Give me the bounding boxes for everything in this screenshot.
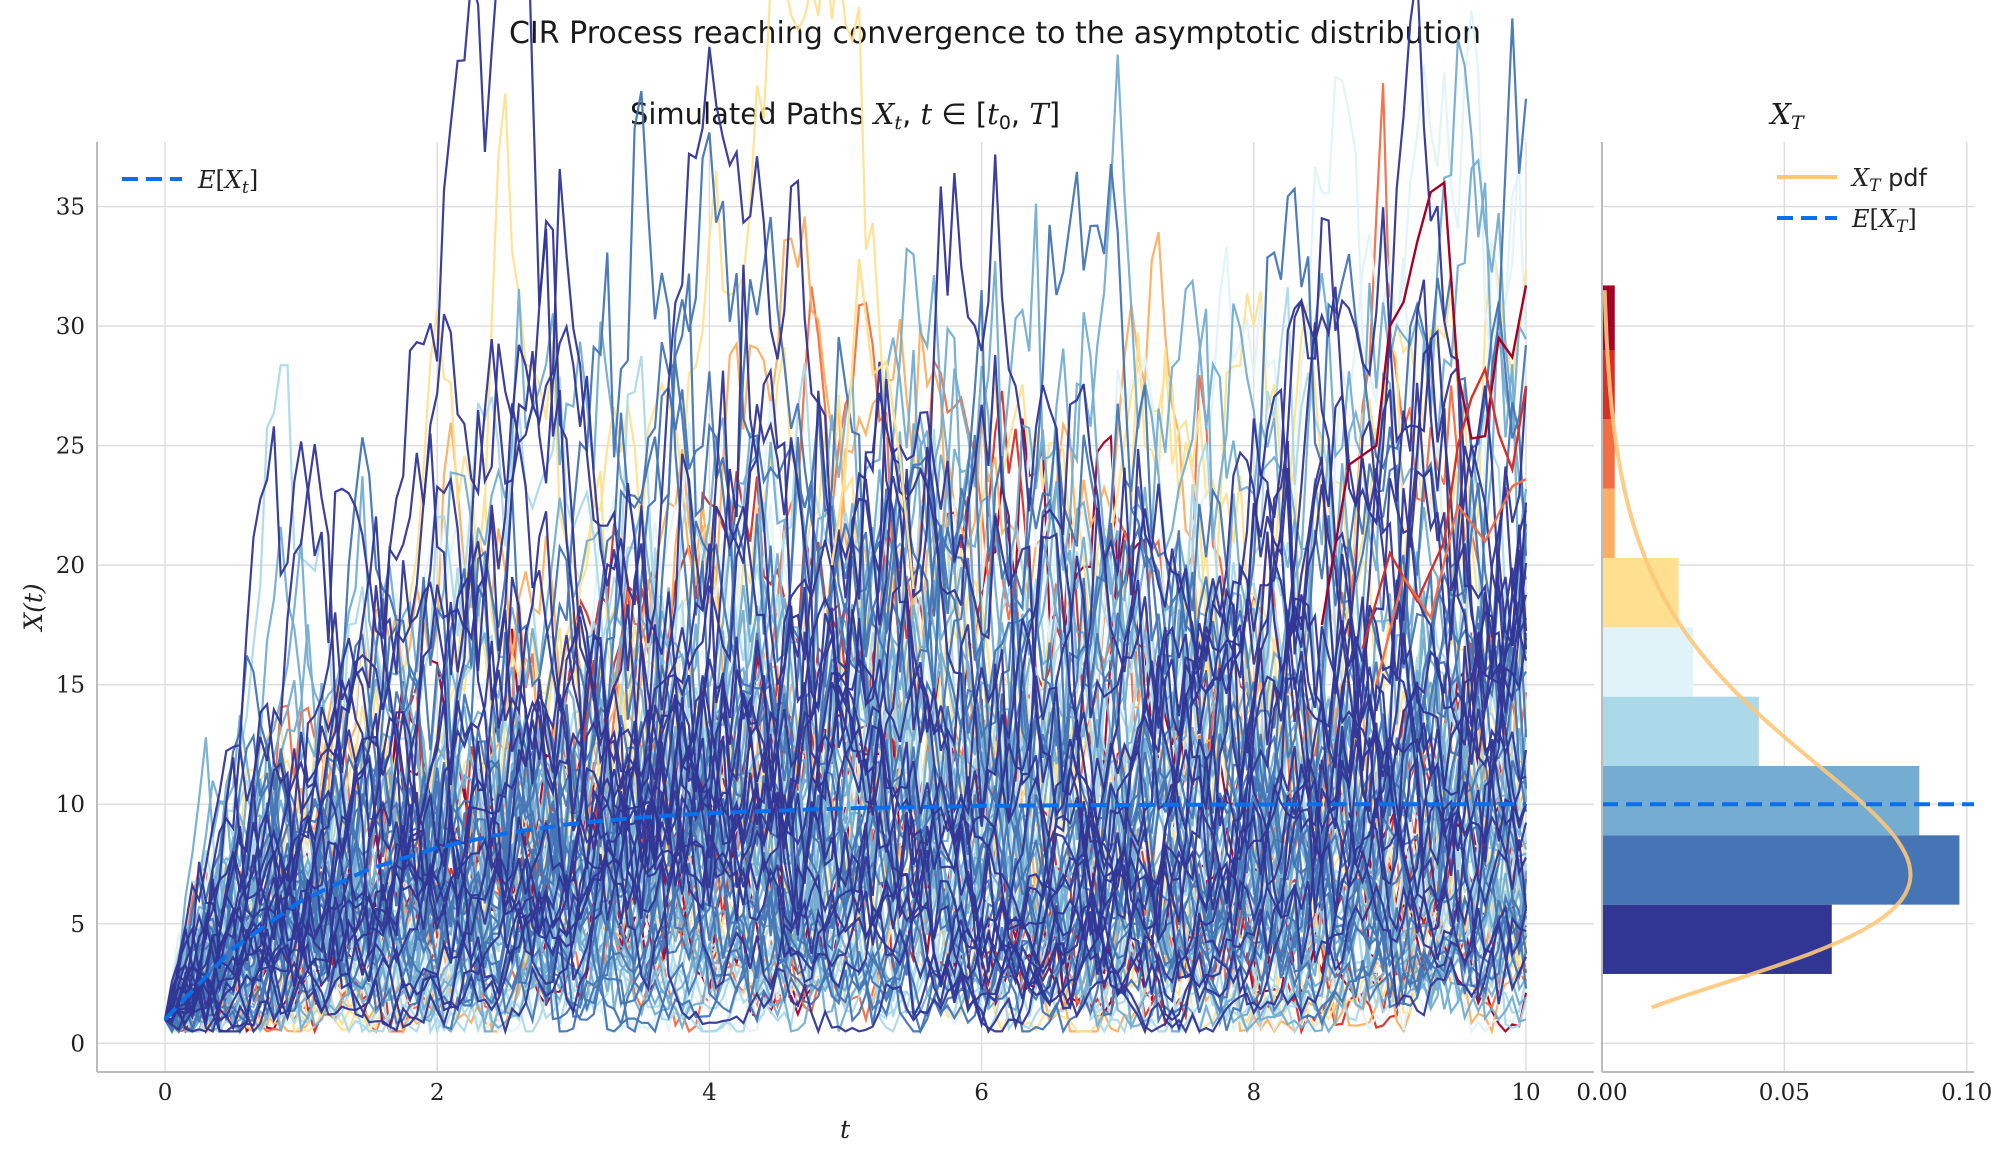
x-tick-label: 8 [1246, 1080, 1261, 1106]
y-tick-label: 20 [56, 553, 85, 579]
x-tick-label: 4 [702, 1080, 717, 1106]
paths-axes: Simulated Paths Xt, t ∈ [t0, T] 0 2 4 6 8 10 … [19, 0, 1594, 1144]
y-tick-label: 15 [56, 673, 85, 699]
x-tick-label: 6 [974, 1080, 989, 1106]
legend-terminal-mean-label: E[XT] [1851, 205, 1917, 237]
simulated-path [164, 571, 1528, 1034]
simulated-path [163, 264, 1528, 1031]
histogram-bar [1602, 488, 1615, 558]
simulated-path [164, 323, 1527, 1022]
histogram-bar [1602, 696, 1759, 766]
highlighted-path [1320, 180, 1528, 626]
simulated-path [164, 411, 1528, 1030]
highlighted-paths [830, 180, 1528, 685]
simulated-path [164, 534, 1528, 1021]
paths-axes-title: Simulated Paths Xt, t ∈ [t0, T] [630, 97, 1060, 134]
terminal-x-tick-label: 0.10 [1941, 1080, 1991, 1106]
highlighted-path [830, 258, 915, 590]
simulated-path [164, 322, 1528, 1033]
simulated-path [163, 382, 1528, 1020]
simulated-path [164, 426, 1527, 1021]
simulated-path [164, 637, 1528, 1034]
terminal-axes-title: XT [1768, 97, 1805, 134]
paths-x-label: t [840, 1115, 851, 1144]
terminal-axes: XT 0.00 0.05 0.10 XT pdf E[XT] [1576, 97, 1991, 1106]
legend-mean-label: E[Xt] [197, 166, 258, 198]
terminal-x-ticks: 0.00 0.05 0.10 [1576, 1080, 1991, 1106]
paths-x-ticks: 0 2 4 6 8 10 [158, 1080, 1541, 1106]
paths-legend: E[Xt] [122, 166, 258, 198]
y-tick-label: 25 [56, 434, 85, 460]
y-tick-label: 10 [56, 792, 85, 818]
terminal-histogram [1602, 285, 1960, 974]
simulated-path [164, 341, 1527, 1034]
y-tick-label: 0 [70, 1031, 85, 1057]
simulated-path [163, 371, 1528, 1020]
simulated-path [163, 207, 1528, 1034]
paths-y-ticks: 0 5 10 15 20 25 30 35 [56, 195, 85, 1058]
figure-suptitle: CIR Process reaching convergence to the … [509, 16, 1481, 51]
expected-value-line [163, 802, 1526, 1021]
y-tick-label: 35 [56, 195, 85, 221]
terminal-legend: XT pdf E[XT] [1777, 164, 1928, 237]
histogram-bar [1602, 627, 1694, 697]
paths-y-label: X(t) [19, 583, 48, 632]
histogram-bar [1602, 419, 1615, 489]
highlighted-path [1375, 478, 1527, 685]
simulated-path [164, 511, 1528, 1035]
terminal-pdf-curve [1602, 290, 1913, 1010]
terminal-x-tick-label: 0.00 [1576, 1080, 1627, 1106]
x-tick-label: 10 [1511, 1080, 1540, 1106]
histogram-bar [1602, 557, 1679, 628]
simulated-path [164, 132, 1528, 1035]
y-tick-label: 5 [70, 912, 85, 938]
simulated-path [164, 0, 1528, 1035]
legend-pdf-label: XT pdf [1850, 164, 1928, 196]
simulated-path [164, 383, 1528, 1032]
terminal-x-tick-label: 0.05 [1759, 1080, 1810, 1106]
histogram-bar [1602, 765, 1920, 836]
simulated-path [164, 486, 1528, 1034]
histogram-bar [1602, 904, 1832, 974]
x-tick-label: 2 [430, 1080, 445, 1106]
x-tick-label: 0 [158, 1080, 173, 1106]
simulated-paths [163, 0, 1528, 1036]
y-tick-label: 30 [56, 314, 85, 340]
